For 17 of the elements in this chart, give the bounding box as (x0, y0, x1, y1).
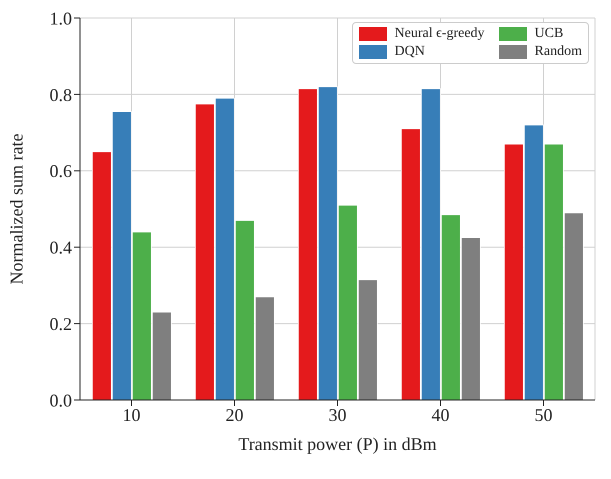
y-axis-title: Normalized sum rate (6, 134, 26, 284)
x-tick-label: 30 (328, 404, 346, 425)
x-tick-label: 40 (432, 404, 450, 425)
y-tick-label: 0.4 (50, 238, 72, 258)
y-tick-label: 1.0 (50, 8, 72, 28)
x-tick-label: 10 (122, 404, 140, 425)
y-tick-label: 0.6 (50, 161, 72, 182)
x-tick-label: 20 (226, 404, 244, 425)
y-tick-label: 0.0 (50, 390, 72, 410)
legend-label: UCB (534, 26, 564, 42)
x-axis-title: Transmit power (P) in dBm (238, 434, 437, 454)
y-tick-label: 0.2 (50, 314, 72, 334)
legend-label: Neural ϵ-greedy (394, 26, 485, 42)
y-tick-label: 0.8 (50, 84, 72, 105)
x-tick-label: 50 (534, 404, 552, 425)
legend-label: Random (534, 44, 582, 60)
legend-label: DQN (394, 44, 425, 60)
